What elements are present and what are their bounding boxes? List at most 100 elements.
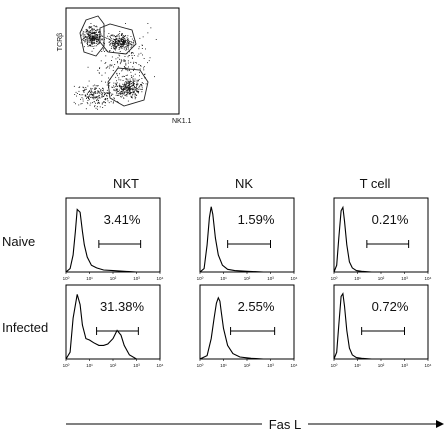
dot — [115, 45, 117, 47]
dot — [99, 102, 100, 104]
dot — [126, 42, 128, 44]
dot — [128, 69, 130, 71]
dot — [101, 35, 103, 37]
dot — [128, 83, 130, 85]
dot — [90, 94, 92, 96]
dot — [129, 82, 131, 84]
dot — [87, 30, 88, 31]
dot — [102, 49, 104, 51]
dot — [99, 97, 101, 99]
dot — [121, 90, 123, 92]
dot — [132, 94, 134, 96]
dot — [118, 35, 120, 37]
dot — [94, 37, 95, 38]
dot — [124, 89, 126, 90]
dot — [87, 100, 89, 101]
dot — [98, 99, 99, 101]
dot — [101, 39, 103, 41]
dot — [95, 40, 97, 42]
dot — [93, 94, 95, 96]
dot — [128, 89, 130, 91]
dot — [132, 45, 134, 47]
dot — [97, 34, 98, 36]
dot — [103, 95, 105, 97]
dot — [119, 42, 121, 44]
dot — [81, 29, 83, 31]
dot — [74, 94, 76, 95]
dot — [96, 99, 98, 100]
dot — [89, 30, 91, 32]
dot — [84, 89, 86, 91]
dot — [98, 34, 100, 36]
row-header-infected: Infected — [2, 320, 48, 335]
dot — [89, 39, 91, 41]
dot — [106, 67, 108, 68]
dot — [127, 87, 129, 88]
dot — [119, 38, 121, 40]
dot — [102, 36, 104, 37]
dot — [135, 62, 137, 63]
dot — [106, 95, 108, 97]
dot — [98, 32, 100, 33]
dot — [118, 93, 120, 95]
dot — [121, 60, 123, 62]
dot — [103, 48, 105, 50]
dot — [96, 37, 98, 39]
dot — [132, 82, 134, 83]
dot — [104, 92, 106, 94]
dot — [98, 39, 99, 40]
dot — [93, 31, 95, 33]
dot — [117, 43, 118, 44]
dot — [115, 83, 117, 85]
dot — [90, 23, 92, 24]
dot — [122, 43, 124, 45]
dot — [114, 98, 115, 100]
dot — [94, 97, 96, 98]
dot — [123, 41, 125, 43]
dot — [134, 78, 136, 80]
dot — [127, 60, 129, 62]
dot — [123, 38, 125, 39]
dot — [131, 42, 133, 44]
dot — [122, 69, 124, 71]
dot — [128, 92, 130, 93]
dot — [124, 42, 125, 44]
dot — [90, 37, 92, 39]
dot — [101, 74, 103, 76]
dot — [88, 40, 90, 42]
dot — [109, 38, 111, 40]
dot — [81, 34, 83, 36]
dot — [137, 84, 139, 85]
dot — [88, 27, 90, 29]
dot — [93, 33, 95, 34]
dot — [118, 36, 120, 38]
dot — [98, 42, 100, 44]
dot — [93, 42, 95, 44]
dot — [128, 43, 130, 45]
row-header-naive: Naive — [2, 234, 35, 249]
dot — [120, 62, 122, 63]
dot — [101, 93, 103, 95]
dot — [95, 25, 97, 27]
dot — [98, 30, 100, 32]
dot — [98, 95, 100, 96]
dot — [86, 29, 88, 31]
dot — [111, 42, 113, 44]
x-tick-label: 10⁴ — [291, 276, 298, 281]
dot — [124, 85, 126, 87]
dot — [82, 90, 84, 92]
dot — [141, 48, 143, 49]
dot — [129, 81, 130, 83]
dot — [141, 82, 143, 83]
dot — [89, 34, 91, 35]
dot — [117, 75, 118, 77]
dot — [123, 42, 125, 44]
dot — [122, 42, 124, 44]
dot — [118, 48, 120, 50]
dot — [116, 73, 118, 75]
dot — [119, 58, 120, 60]
dot — [143, 58, 145, 59]
dot — [90, 38, 92, 40]
dot — [95, 85, 97, 87]
dot — [139, 68, 141, 70]
